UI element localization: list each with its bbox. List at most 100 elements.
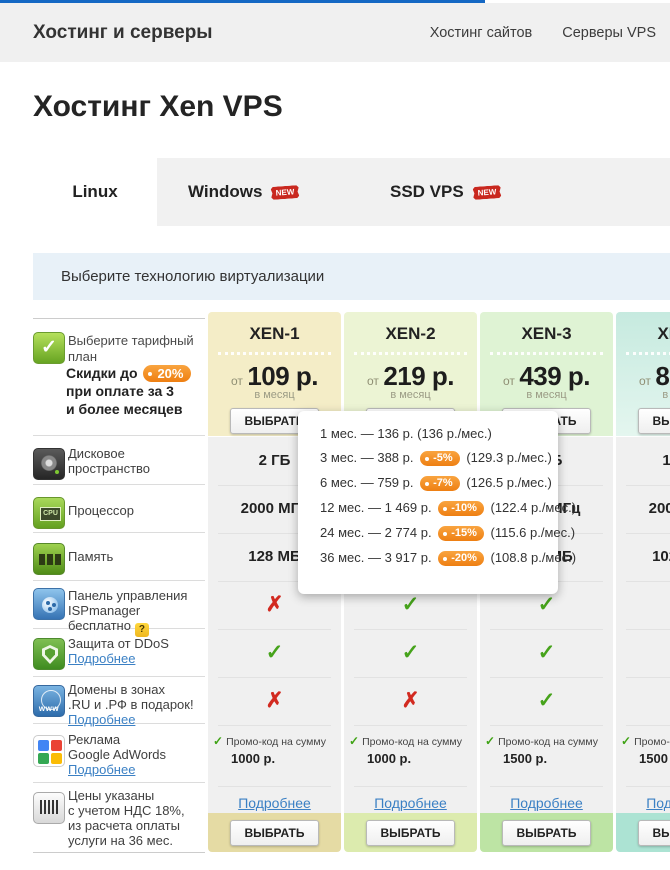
select-button[interactable]: ВЫБРАТЬ (502, 819, 591, 846)
feature-label-line: ISPmanager бесплатно (68, 603, 141, 633)
plan-footer: ВЫБРАТЬ (616, 813, 670, 852)
tooltip-price: 1 мес. — 136 р. (320, 426, 414, 441)
domains-details-link[interactable]: Подробнее (68, 712, 136, 727)
tooltip-row: 36 мес. — 3 917 р. -20% (108.8 р./мес.) (320, 550, 576, 566)
domains-mark: ✗ (208, 677, 341, 725)
plan-check-icon (33, 332, 65, 364)
dotted-divider (490, 352, 603, 355)
tooltip-price: 3 мес. — 388 р. (320, 450, 414, 465)
ram-value: 1024 МБ (616, 533, 670, 581)
tooltip-row: 6 мес. — 759 р. -7% (126.5 р./мес.) (320, 475, 558, 491)
domains-mark: ✓ (616, 677, 670, 725)
ispmanager-icon (33, 588, 65, 620)
price-period: в месяц (662, 389, 670, 401)
globe-www-icon (33, 685, 65, 717)
domains-mark: ✓ (480, 677, 613, 725)
help-icon[interactable]: ? (134, 623, 149, 637)
plan-details-link[interactable]: Подробнее (646, 795, 670, 811)
promo-cell: Промо-код на сумму 1000 р. (208, 725, 341, 786)
feature-vat-note: Цены указаны с учетом НДС 18%, из расчет… (68, 788, 205, 848)
tooltip-monthly: (126.5 р./мес.) (466, 475, 552, 490)
discount-lead: Скидки до (66, 365, 138, 381)
promo-check-icon (485, 734, 495, 748)
tab-windows[interactable]: Windows NEW (188, 158, 299, 226)
tooltip-discount-badge: -20% (438, 551, 484, 566)
ispmanager-mark: ✗ (208, 581, 341, 629)
ispmanager-mark: ✓ (616, 581, 670, 629)
price-from-label: от (230, 374, 243, 388)
promo-check-icon (349, 734, 359, 748)
plan-details-link[interactable]: Подробнее (238, 795, 311, 811)
tooltip-row: 12 мес. — 1 469 р. -10% (122.4 р./мес.) (320, 500, 576, 516)
feature-label: Домены в зонах .RU и .РФ в подарок! (68, 682, 194, 712)
select-button[interactable]: ВЫБРАТЬ (638, 819, 670, 846)
tab-windows-label: Windows (188, 182, 263, 201)
promo-amount: 1500 р. (639, 751, 670, 766)
adwords-details-link[interactable]: Подробнее (68, 762, 136, 777)
plan-footer: ВЫБРАТЬ (208, 813, 341, 852)
row-divider (33, 532, 205, 533)
feature-label: Память (68, 549, 114, 564)
plan-body: 16 ГБ 2000 МГц 1024 МБ ✓ ✓ ✓ Промо-код н… (616, 437, 670, 822)
plan-details-link[interactable]: Подробнее (374, 795, 447, 811)
ddos-mark: ✓ (616, 629, 670, 677)
discount-line: и более месяцев (66, 401, 183, 417)
feature-disk-space: Дисковое пространство (68, 446, 205, 476)
feature-ddos: Защита от DDoS Подробнее (68, 636, 205, 666)
tooltip-price: 6 мес. — 759 р. (320, 475, 414, 490)
price-period: в месяц (526, 389, 567, 401)
row-divider (33, 782, 205, 783)
tooltip-row: 24 мес. — 2 774 р. -15% (115.6 р./мес.) (320, 525, 575, 541)
price-value: 439 р. (519, 361, 591, 391)
price-from-label: от (638, 374, 651, 388)
row-divider (33, 628, 205, 629)
discount-line: при оплате за 3 (66, 383, 174, 399)
nav-link-site-hosting[interactable]: Хостинг сайтов (429, 24, 533, 41)
feature-ispmanager: Панель управления ISPmanager бесплатно? (68, 588, 205, 637)
disk-value: 16 ГБ (662, 452, 670, 469)
promo-label: Промо-код на сумму (634, 736, 670, 748)
select-button[interactable]: ВЫБРАТЬ (366, 819, 455, 846)
feature-label: ISPmanager бесплатно? (68, 603, 205, 637)
select-button[interactable]: ВЫБРАТЬ (638, 408, 670, 434)
ddos-details-link[interactable]: Подробнее (68, 651, 136, 666)
price-period: в месяц (254, 389, 295, 401)
brand-link[interactable]: Хостинг и серверы (33, 21, 213, 43)
select-button[interactable]: ВЫБРАТЬ (230, 819, 319, 846)
plan-card-xen-4: XEN-4 от 879 р. в месяц ВЫБРАТЬ 16 ГБ 20… (616, 312, 670, 852)
cpu-icon (33, 497, 65, 529)
promo-label: Промо-код на сумму (362, 736, 462, 748)
table-top-border (33, 318, 205, 319)
plan-details-link[interactable]: Подробнее (510, 795, 583, 811)
promo-label: Промо-код на сумму (498, 736, 598, 748)
tab-ssd-vps[interactable]: SSD VPS NEW (390, 158, 501, 226)
discount-badge: 20% (143, 365, 192, 382)
tab-linux[interactable]: Linux (33, 158, 157, 226)
cpu-value: 2000 МГц (208, 485, 341, 533)
table-bottom-border (33, 852, 205, 853)
ddos-mark: ✓ (208, 629, 341, 677)
feature-label: Дисковое пространство (68, 446, 151, 476)
feature-label: Защита от DDoS (68, 636, 169, 651)
hard-disk-icon (33, 448, 65, 480)
promo-cell: Промо-код на сумму 1500 р. (480, 725, 613, 786)
domains-mark: ✗ (344, 677, 477, 725)
tooltip-discount-badge: -15% (438, 526, 484, 541)
row-divider (33, 435, 205, 436)
price-value: 879 р. (655, 361, 670, 391)
plan-name: XEN-4 (657, 324, 670, 343)
tooltip-discount-badge: -7% (420, 476, 460, 491)
promo-amount: 1500 р. (503, 751, 548, 766)
tooltip-price: 24 мес. — 2 774 р. (320, 525, 432, 540)
tooltip-row: 3 мес. — 388 р. -5% (129.3 р./мес.) (320, 450, 558, 466)
plan-name: XEN-1 (249, 324, 300, 343)
price-from-label: от (366, 374, 379, 388)
nav-link-vps-servers[interactable]: Серверы VPS (562, 24, 656, 41)
feature-cpu: Процессор (68, 503, 205, 518)
tooltip-monthly: (115.6 р./мес.) (490, 525, 576, 540)
price-period: в месяц (390, 389, 431, 401)
feature-domains: Домены в зонах .RU и .РФ в подарок! Подр… (68, 682, 205, 727)
plan-header: XEN-4 от 879 р. в месяц ВЫБРАТЬ (616, 312, 670, 437)
promo-amount: 1000 р. (231, 751, 276, 766)
topbar: Хостинг и серверы Хостинг сайтов Серверы… (0, 3, 670, 62)
